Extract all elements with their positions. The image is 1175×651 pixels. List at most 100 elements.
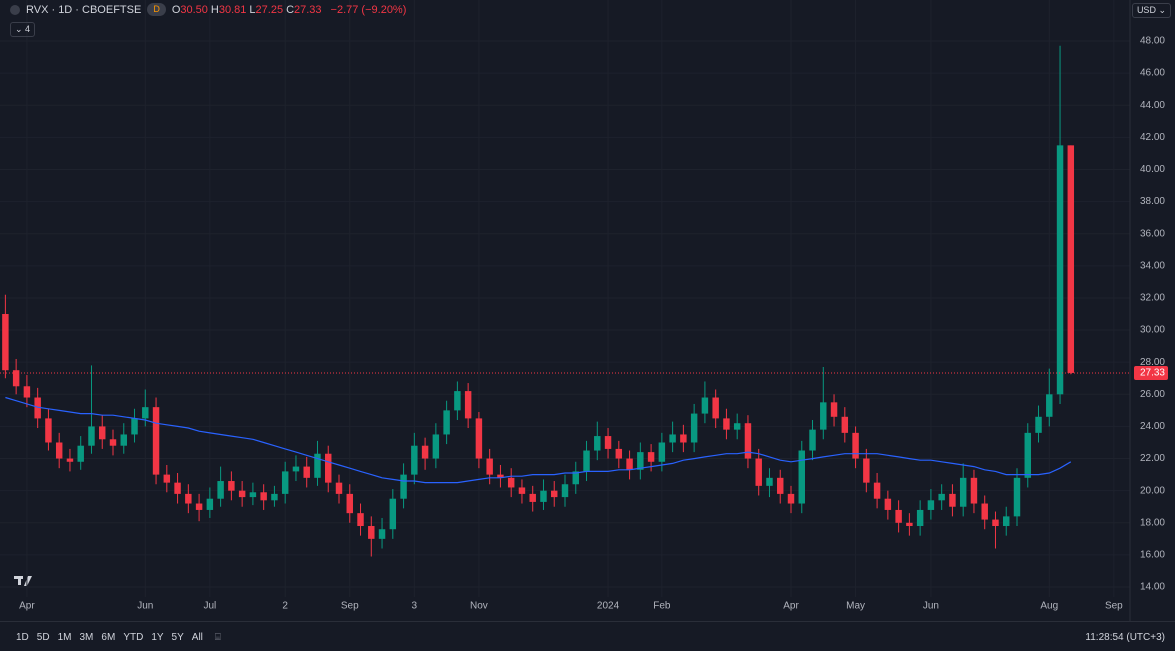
x-tick-label: Jun [137,601,153,612]
candle-body [884,498,892,510]
symbol-icon [10,4,20,15]
y-tick-label: 18.00 [1140,517,1165,528]
candle-body [77,445,84,462]
symbol[interactable]: RVX · 1D · CBOEFTSE [26,3,142,16]
indicator-count: 4 [25,24,31,34]
candle-body [66,458,74,462]
range-button[interactable]: All [191,631,203,643]
candle-body [744,423,752,459]
candle-body [809,429,816,451]
x-tick-label: 2024 [597,601,620,612]
ohlc-key: H [210,3,219,16]
candle-body [787,493,795,504]
candle-body [690,413,698,443]
candle-body [12,370,20,387]
candle-body [680,434,687,443]
currency-button[interactable]: USD ⌄ [1131,3,1171,18]
candle-body [594,436,601,451]
candle-body [131,418,138,435]
candle-body [55,442,63,459]
candle-body [486,458,493,475]
candle-body [561,484,569,498]
y-tick-label: 36.00 [1140,228,1165,239]
range-button[interactable]: YTD [123,631,144,643]
range-button[interactable]: 6M [101,631,116,643]
candle-body [518,487,526,494]
last-price-box [1134,365,1168,380]
range-button[interactable]: 3M [79,631,94,643]
candle-body [906,522,913,527]
candle-body [583,450,590,472]
ohlc-value: 30.50 [180,3,208,16]
candle-body [927,500,935,510]
ohlc-key: C [286,3,295,16]
candle-body [841,416,849,433]
candle-body [185,493,192,504]
range-button[interactable]: 1D [16,631,29,643]
candle-body [863,458,870,483]
indicators-toggle[interactable]: ⌄ 4 [10,22,36,37]
candle-body [228,481,235,491]
currency: USD [1136,5,1156,15]
candle-body [895,509,902,523]
candle-body [992,519,999,527]
candle-body [443,410,450,435]
candle-body [368,526,375,539]
candle-body [1067,145,1075,373]
candle-body [1003,516,1010,527]
candle-body [507,477,515,488]
candle-body [820,402,827,430]
candle-body [1035,416,1042,433]
candle-body [314,453,321,478]
clock[interactable]: 11:28:54 (UTC+3) [1085,631,1165,643]
x-tick-label: 2 [282,601,288,612]
candle-body [970,477,978,504]
x-tick-label: Feb [653,601,671,612]
y-tick-label: 42.00 [1140,132,1165,143]
candle-body [755,458,762,486]
candle-body [852,432,859,459]
y-tick-label: 44.00 [1140,100,1165,111]
x-tick-label: Nov [470,601,488,612]
candle-body [281,471,289,494]
range-button[interactable]: 1Y [151,631,164,643]
tv-logo [14,576,32,586]
moving-average [5,396,1072,484]
candle-body [400,474,407,499]
bottom-toolbar: 1D 5D 1M 3M 6M YTD 1Y 5Y All ⌸ 11:28:54 (UTC+3) [0,621,1175,651]
candle-body [292,466,300,472]
ohlc-value: 27.33 [294,3,322,16]
range-button[interactable]: 5D [36,631,50,643]
range-button[interactable]: 5Y [171,631,184,643]
y-tick-label: 16.00 [1140,550,1165,561]
candle-body [99,426,106,440]
candle-body [142,407,149,419]
chart: 14.00 16.00 18.00 20.00 22.00 24.00 26.00 28.00… [0,0,1168,621]
candle-body [23,386,31,398]
interval-badge[interactable]: D [147,3,166,16]
candle-body [120,434,127,446]
candle-body [109,439,117,446]
candle-body [529,493,536,502]
candle-body [572,471,579,485]
ohlc-value: 30.81 [218,3,247,16]
y-tick-label: 28.00 [1140,357,1165,368]
range-button[interactable]: 1M [57,631,72,643]
grid [0,0,1130,597]
candle-body [551,490,558,498]
candle-body [1046,394,1053,417]
y-tick-label: 46.00 [1140,68,1165,79]
candle-body [766,477,773,486]
candle-body [432,434,440,459]
candle-body [335,482,343,494]
candle-body [303,466,310,478]
candle-body [604,436,612,449]
date-range-icon[interactable]: ⌸ [214,631,221,643]
candle-body [669,434,676,443]
range-buttons: 1D 5D 1M 3M 6M YTD 1Y 5Y All [16,632,203,643]
candle-body [733,423,741,430]
last-price-label: 27.33 [1140,368,1165,379]
y-tick-label: 32.00 [1140,293,1165,304]
candle-body [1056,145,1064,395]
